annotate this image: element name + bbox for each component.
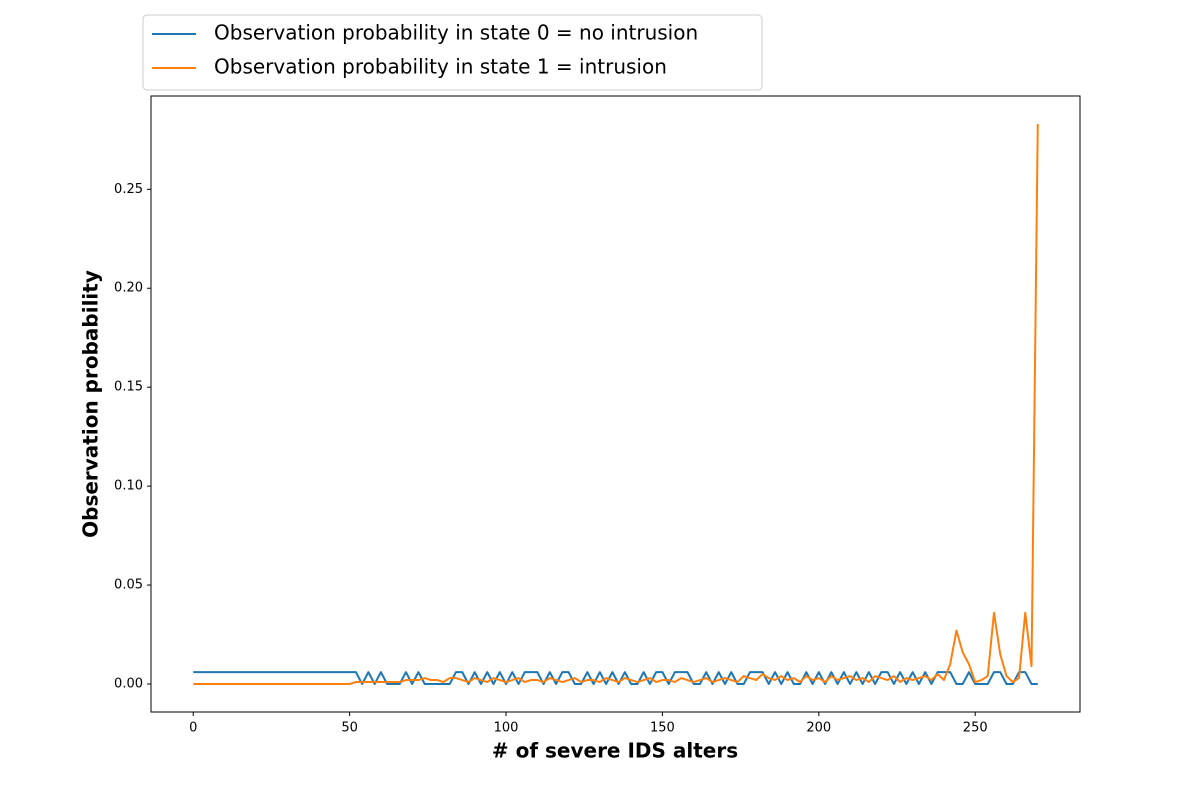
x-tick-label: 0 — [189, 721, 197, 736]
plot-frame — [150, 95, 1081, 713]
x-tick-label: 150 — [650, 721, 675, 736]
legend-label: Observation probability in state 0 = no … — [214, 21, 698, 45]
y-axis-label: Observation probability — [79, 270, 103, 538]
x-tick-label: 200 — [806, 721, 831, 736]
series-line — [193, 123, 1039, 685]
y-tick-label: 0.15 — [114, 380, 143, 395]
x-axis-label: # of severe IDS alters — [492, 739, 738, 763]
x-tick-label: 100 — [494, 721, 519, 736]
y-tick-label: 0.25 — [114, 182, 143, 197]
legend-box — [142, 14, 763, 91]
x-tick-label: 50 — [341, 721, 358, 736]
y-tick-label: 0.05 — [114, 578, 143, 593]
y-tick-label: 0.10 — [114, 479, 143, 494]
legend-label: Observation probability in state 1 = int… — [214, 55, 667, 79]
series-line — [193, 671, 1038, 685]
y-tick-label: 0.00 — [114, 677, 143, 692]
x-tick-label: 250 — [963, 721, 988, 736]
y-tick-label: 0.20 — [114, 281, 143, 296]
